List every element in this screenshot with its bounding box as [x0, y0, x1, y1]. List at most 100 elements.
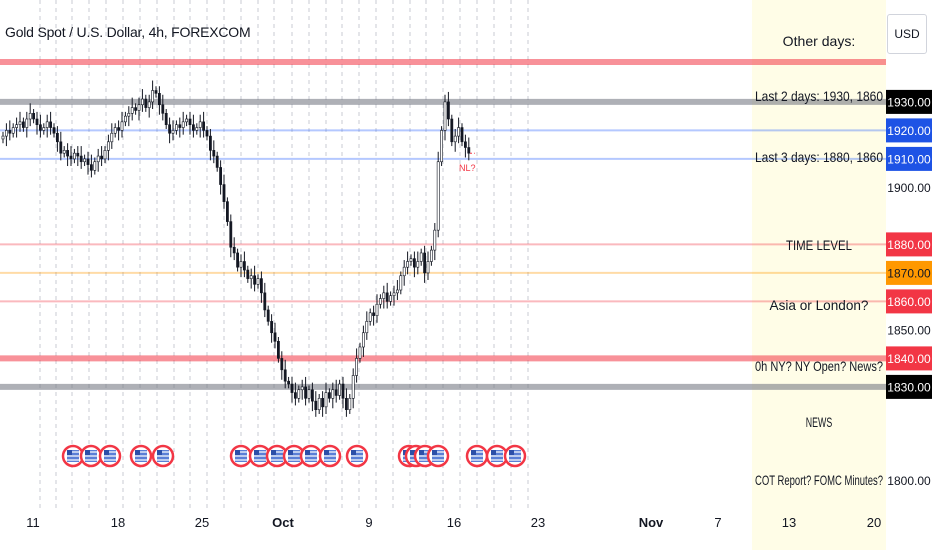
price-tag-label: 1830.00	[887, 380, 931, 394]
price-tag	[886, 374, 932, 399]
candle-body	[423, 252, 427, 274]
candle-body	[86, 158, 90, 165]
flag-canton	[157, 450, 162, 455]
candle-body	[229, 221, 233, 248]
candle-body	[42, 127, 46, 131]
currency-button[interactable]: USD	[887, 14, 927, 54]
note-label: Last 3 days: 1880, 1860	[755, 149, 883, 165]
candle-body	[202, 121, 206, 131]
candle-body	[144, 98, 148, 108]
candle-body	[429, 249, 433, 262]
candle-body	[198, 121, 202, 128]
candle-body	[103, 150, 107, 160]
candle-body	[372, 312, 376, 316]
candle-body	[219, 167, 223, 185]
candle-body	[341, 383, 345, 399]
us-flag-icon	[345, 444, 369, 468]
time-axis: 11 18 25 Oct 9 16 23 Nov 7 13 20	[26, 515, 881, 530]
candle-body	[355, 358, 359, 376]
candle-body	[124, 115, 127, 123]
candle-body	[243, 261, 246, 271]
candle-body	[361, 332, 365, 348]
us-flag-icon	[299, 444, 323, 468]
candle-body	[266, 309, 270, 322]
candle-body	[171, 130, 175, 134]
candle-body	[209, 135, 212, 151]
candle-body	[412, 258, 416, 268]
candle-body	[73, 152, 76, 160]
flag-canton	[235, 450, 240, 455]
candle-body	[280, 358, 284, 371]
candle-body	[5, 130, 8, 137]
price-tag-label: 1860.00	[887, 295, 931, 309]
candle-body	[52, 127, 56, 134]
price-axis: 1930.00 1920.00 1910.00 1880.00 1870.00 1860.…	[886, 89, 932, 488]
candle-body	[327, 392, 331, 399]
us-flag-icon	[248, 444, 272, 468]
flag-canton	[491, 450, 496, 455]
price-tag-label: 1910.00	[887, 152, 931, 166]
flag-canton	[324, 450, 329, 455]
y-tick-label: 1900.00	[887, 181, 931, 195]
candle-body	[76, 152, 80, 157]
candle-body	[273, 332, 277, 342]
candle-body	[290, 383, 294, 393]
candle-body	[215, 155, 219, 168]
candle-body	[399, 275, 403, 291]
flag-canton	[271, 450, 276, 455]
notes-panel	[752, 0, 886, 550]
candle-body	[113, 127, 117, 134]
candle-body	[226, 201, 229, 222]
flag-canton	[104, 450, 109, 455]
candle-body	[382, 292, 386, 299]
candle-body	[66, 150, 70, 157]
price-tag	[886, 118, 932, 143]
candle-body	[287, 380, 291, 385]
candle-body	[358, 346, 362, 359]
candle-body	[406, 261, 410, 268]
us-flag-icon	[503, 444, 527, 468]
candle-body	[331, 389, 335, 399]
x-tick-label: 13	[782, 515, 796, 530]
y-tick-label: 1850.00	[887, 323, 931, 337]
candle-body	[365, 321, 369, 334]
chart-grid	[39, 0, 529, 510]
x-tick-label: 23	[531, 515, 545, 530]
candle-body	[117, 127, 121, 131]
candle-body	[49, 121, 53, 128]
flag-canton	[410, 450, 415, 455]
flag-canton	[509, 450, 514, 455]
candle-body	[402, 266, 406, 277]
candle-body	[69, 155, 73, 160]
us-flag-icon	[129, 444, 153, 468]
candle-body	[96, 155, 100, 163]
candle-body	[120, 121, 124, 131]
flag-canton	[288, 450, 293, 455]
candle-body	[192, 124, 195, 131]
note-label: COT Report? FOMC Minutes?	[755, 472, 883, 488]
candle-body	[460, 127, 464, 143]
candle-body	[304, 386, 308, 399]
flag-canton	[419, 450, 424, 455]
candle-body	[1, 135, 5, 140]
price-tag-label: 1880.00	[887, 238, 931, 252]
x-tick-label: Nov	[639, 515, 664, 530]
candle-body	[453, 135, 457, 143]
x-tick-label: 16	[447, 515, 461, 530]
note-label: Other days:	[783, 33, 856, 49]
price-tag	[886, 260, 932, 285]
candle-body	[154, 90, 158, 94]
candle-body	[28, 113, 32, 120]
symbol-title: Gold Spot / U.S. Dollar, 4h, FOREXCOM	[5, 24, 251, 40]
candle-body	[107, 141, 110, 151]
candle-body	[130, 107, 134, 114]
us-flag-icon	[282, 444, 306, 468]
us-flag-icon	[61, 444, 85, 468]
candle-body	[463, 141, 467, 148]
us-flag-icon	[426, 444, 450, 468]
candle-body	[440, 130, 444, 163]
candle-body	[344, 397, 348, 410]
candle-body	[446, 101, 450, 120]
price-tag-label: 1870.00	[887, 266, 931, 280]
